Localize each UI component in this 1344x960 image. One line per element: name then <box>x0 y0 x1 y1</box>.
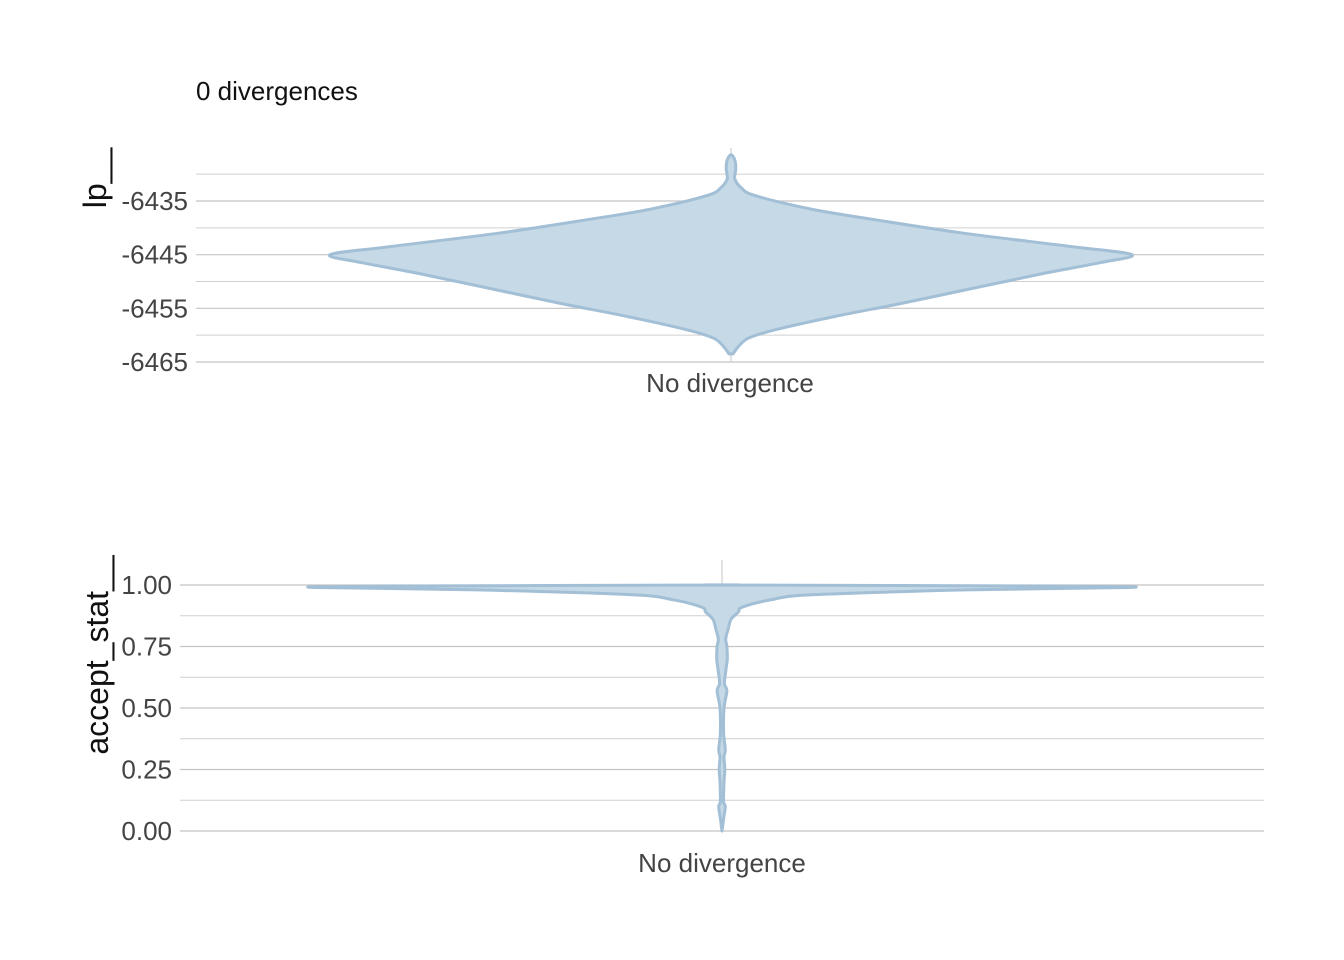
y-tick-label: -6445 <box>122 240 189 270</box>
y-tick-label: 0.25 <box>121 755 172 785</box>
lp-x-tick-label: No divergence <box>646 368 814 398</box>
accept-stat-y-axis-label: accept_stat__ <box>79 554 115 754</box>
y-tick-label: 1.00 <box>121 570 172 600</box>
accept-stat-y-tick-labels: 1.00 0.75 0.50 0.25 0.00 <box>121 570 172 846</box>
lp-panel: -6435 -6445 -6455 -6465 No divergence lp__ <box>77 147 1264 398</box>
accept-stat-panel: 1.00 0.75 0.50 0.25 0.00 No divergence accep… <box>79 554 1264 878</box>
lp-y-axis-label: lp__ <box>77 147 113 209</box>
y-tick-label: -6435 <box>122 186 189 216</box>
y-tick-label: 0.50 <box>121 693 172 723</box>
y-tick-label: 0.00 <box>121 816 172 846</box>
y-tick-label: -6465 <box>122 347 189 377</box>
y-tick-label: 0.75 <box>121 632 172 662</box>
lp-violin-shape <box>327 153 1135 356</box>
chart-subtitle: 0 divergences <box>196 76 358 106</box>
y-tick-label: -6455 <box>122 293 189 323</box>
accept-stat-x-tick-label: No divergence <box>638 848 806 878</box>
accept-stat-violin-shape <box>306 583 1138 833</box>
lp-y-tick-labels: -6435 -6445 -6455 -6465 <box>122 186 189 377</box>
